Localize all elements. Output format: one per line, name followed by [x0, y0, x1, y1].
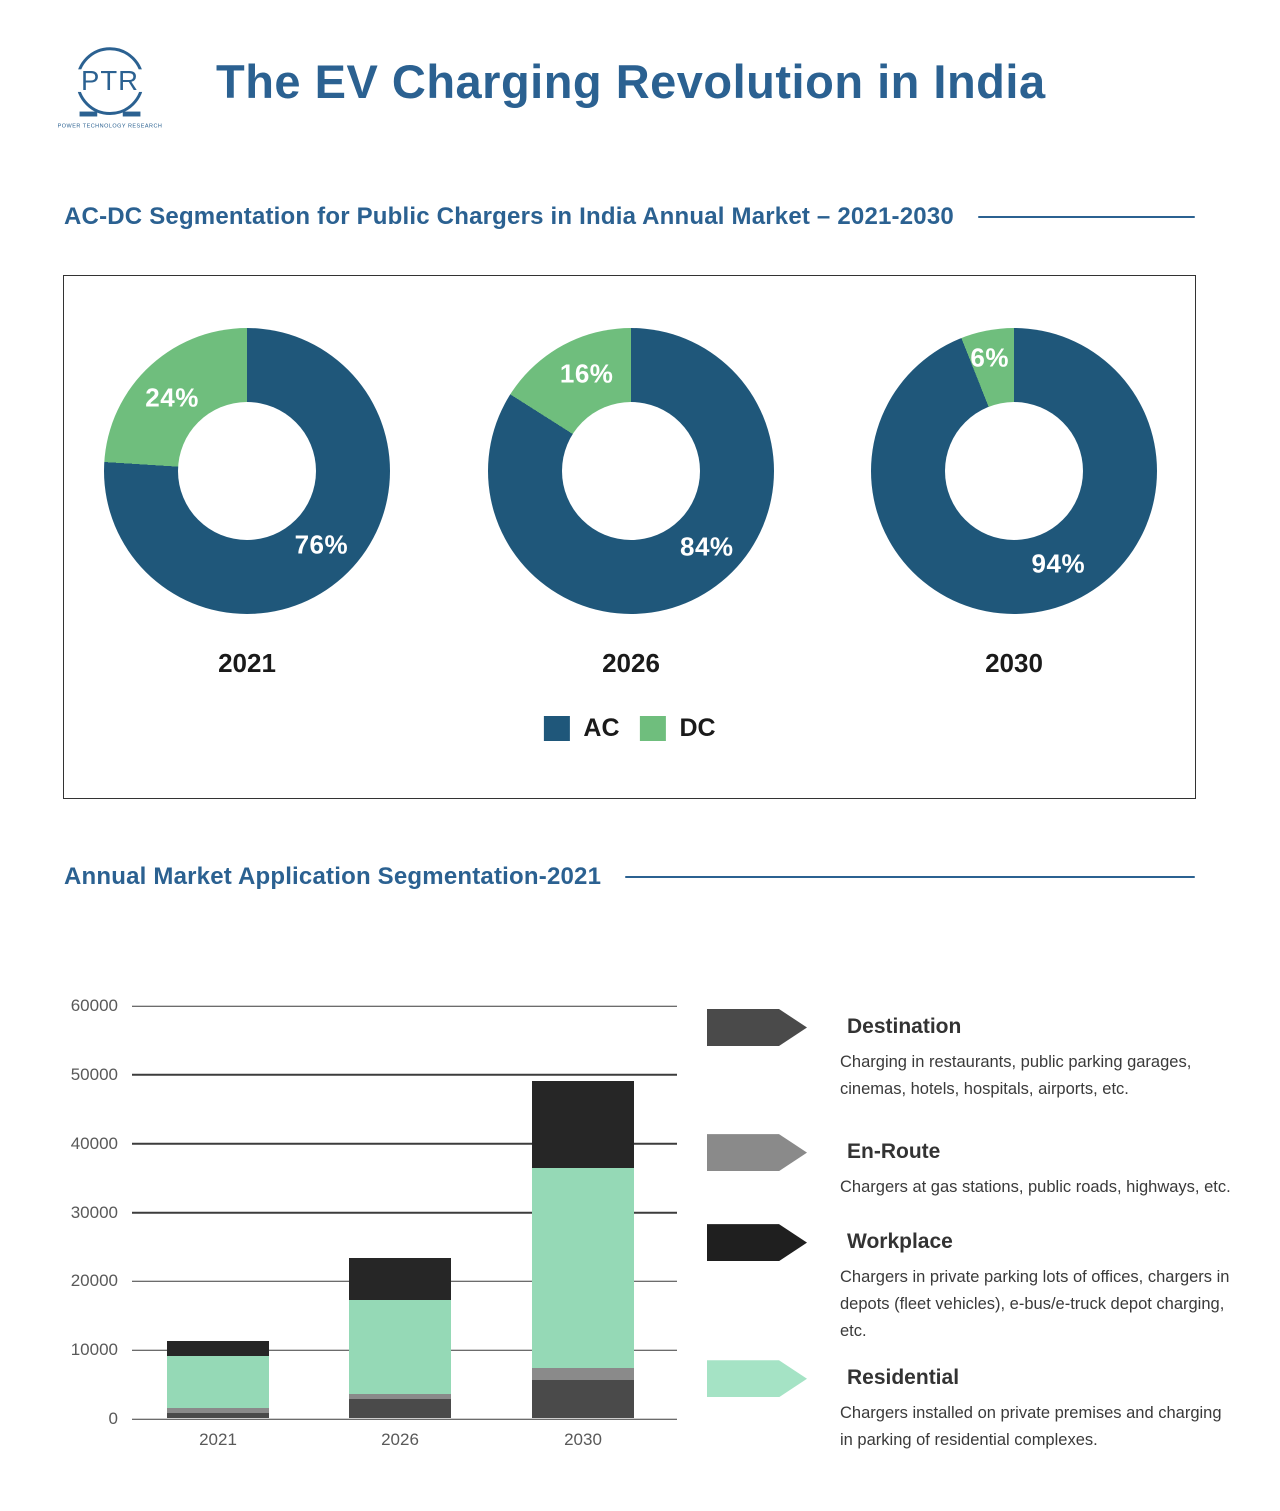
donut-hole [562, 402, 700, 540]
y-axis-tick-label: 30000 [70, 1202, 118, 1222]
bar-segment-destination [167, 1412, 269, 1418]
y-axis-tick-label: 0 [108, 1409, 118, 1428]
workplace-arrow-icon [707, 1224, 807, 1262]
donut-chart-2030: 6% 94% [871, 328, 1157, 614]
ptr-logo: PTR POWER TECHNOLOGY RESEARCH [56, 40, 164, 136]
heading-rule [977, 216, 1195, 218]
legend-item-title: Destination [847, 1015, 962, 1038]
donut-2030: 6% 94% 2030 [871, 328, 1157, 679]
dc-legend-swatch [639, 716, 666, 741]
application-legend: Destination Charging in restaurants, pub… [707, 1008, 1232, 1454]
bar-segment-en-route [349, 1393, 451, 1399]
bar-segment-en-route [167, 1407, 269, 1413]
donut-hole [945, 402, 1083, 540]
legend-item-description: Chargers installed on private premises a… [840, 1404, 1222, 1450]
x-axis-tick-label: 2030 [564, 1430, 602, 1449]
donut-chart-panel: 24% 76% 2021 16% 84% 2026 6% 94% 2030 [63, 275, 1196, 799]
ac-percent-label: 84% [680, 531, 734, 562]
logo-caption: POWER TECHNOLOGY RESEARCH [58, 123, 163, 129]
ptr-logo-icon: PTR POWER TECHNOLOGY RESEARCH [58, 47, 163, 129]
residential-arrow-icon [707, 1360, 807, 1398]
enroute-arrow-icon [707, 1134, 807, 1172]
bar-segment-residential [532, 1168, 634, 1369]
bar-segment-en-route [532, 1368, 634, 1381]
y-axis-tick-label: 60000 [70, 996, 118, 1015]
gridline [132, 1074, 677, 1076]
gridline [132, 1418, 677, 1420]
legend-item-title: En-Route [847, 1140, 941, 1164]
logo-text: PTR [81, 65, 139, 96]
legend-item-description: Chargers in private parking lots of offi… [840, 1268, 1230, 1341]
bar-chart-plot: 2021 2026 2030 [132, 1005, 677, 1449]
page-title: The EV Charging Revolution in India [216, 55, 1046, 108]
donut-section-heading-text: AC-DC Segmentation for Public Chargers i… [64, 203, 954, 230]
bar-segment-workplace [349, 1257, 451, 1301]
legend-item-residential: Residential Chargers installed on privat… [707, 1359, 1232, 1454]
legend-item-destination: Destination Charging in restaurants, pub… [707, 1008, 1232, 1103]
bar-segment-workplace [532, 1081, 634, 1169]
stacked-bar-2026 [349, 1257, 451, 1418]
legend-item-description: Chargers at gas stations, public roads, … [840, 1178, 1231, 1197]
donut-year-label: 2030 [985, 648, 1043, 678]
bar-segment-residential [349, 1300, 451, 1394]
bar-segment-destination [349, 1398, 451, 1418]
x-axis-tick-label: 2021 [199, 1430, 237, 1449]
x-axis-tick-label: 2026 [381, 1430, 419, 1449]
bar-segment-destination [532, 1380, 634, 1418]
legend-item-workplace: Workplace Chargers in private parking lo… [707, 1223, 1232, 1345]
stacked-bar-2030 [532, 1081, 634, 1418]
bar-segment-residential [167, 1356, 269, 1408]
legend-item-description: Charging in restaurants, public parking … [840, 1053, 1192, 1099]
ac-legend-label: AC [583, 714, 620, 742]
gridline [132, 1005, 677, 1007]
ac-percent-label: 94% [1031, 548, 1086, 579]
bar-chart-y-axis: 0 10000 20000 30000 40000 50000 60000 [40, 996, 118, 1428]
bar-section-heading: Annual Market Application Segmentation-2… [64, 858, 1195, 896]
donut-2026: 16% 84% 2026 [488, 328, 774, 679]
y-axis-tick-label: 50000 [70, 1064, 118, 1084]
bar-segment-workplace [167, 1340, 269, 1357]
stacked-bar-2021 [167, 1340, 269, 1418]
gridline [132, 1142, 677, 1145]
donut-year-label: 2026 [602, 648, 660, 678]
y-axis-tick-label: 40000 [70, 1133, 118, 1153]
dc-percent-label: 24% [145, 382, 199, 413]
bar-section-heading-text: Annual Market Application Segmentation-2… [64, 863, 602, 890]
y-axis-tick-label: 20000 [70, 1271, 118, 1291]
heading-rule [625, 876, 1195, 878]
legend-item-title: Workplace [847, 1230, 953, 1254]
ac-percent-label: 76% [294, 529, 349, 560]
donut-chart-2021: 24% 76% [104, 328, 390, 614]
destination-arrow-icon [707, 1009, 807, 1046]
donut-section-heading: AC-DC Segmentation for Public Chargers i… [64, 198, 1195, 236]
legend-item-title: Residential [847, 1366, 960, 1390]
donut-hole [178, 402, 316, 540]
ac-legend-swatch [543, 716, 570, 741]
dc-percent-label: 6% [970, 342, 1009, 373]
donut-year-label: 2021 [218, 648, 276, 678]
acdc-legend: AC DC [543, 714, 716, 743]
legend-item-enroute: En-Route Chargers at gas stations, publi… [707, 1133, 1232, 1201]
dc-legend-label: DC [679, 714, 716, 742]
donut-chart-2026: 16% 84% [488, 328, 774, 614]
donut-2021: 24% 76% 2021 [104, 328, 390, 679]
y-axis-tick-label: 10000 [70, 1340, 118, 1360]
gridline [132, 1211, 677, 1214]
dc-percent-label: 16% [559, 358, 614, 389]
